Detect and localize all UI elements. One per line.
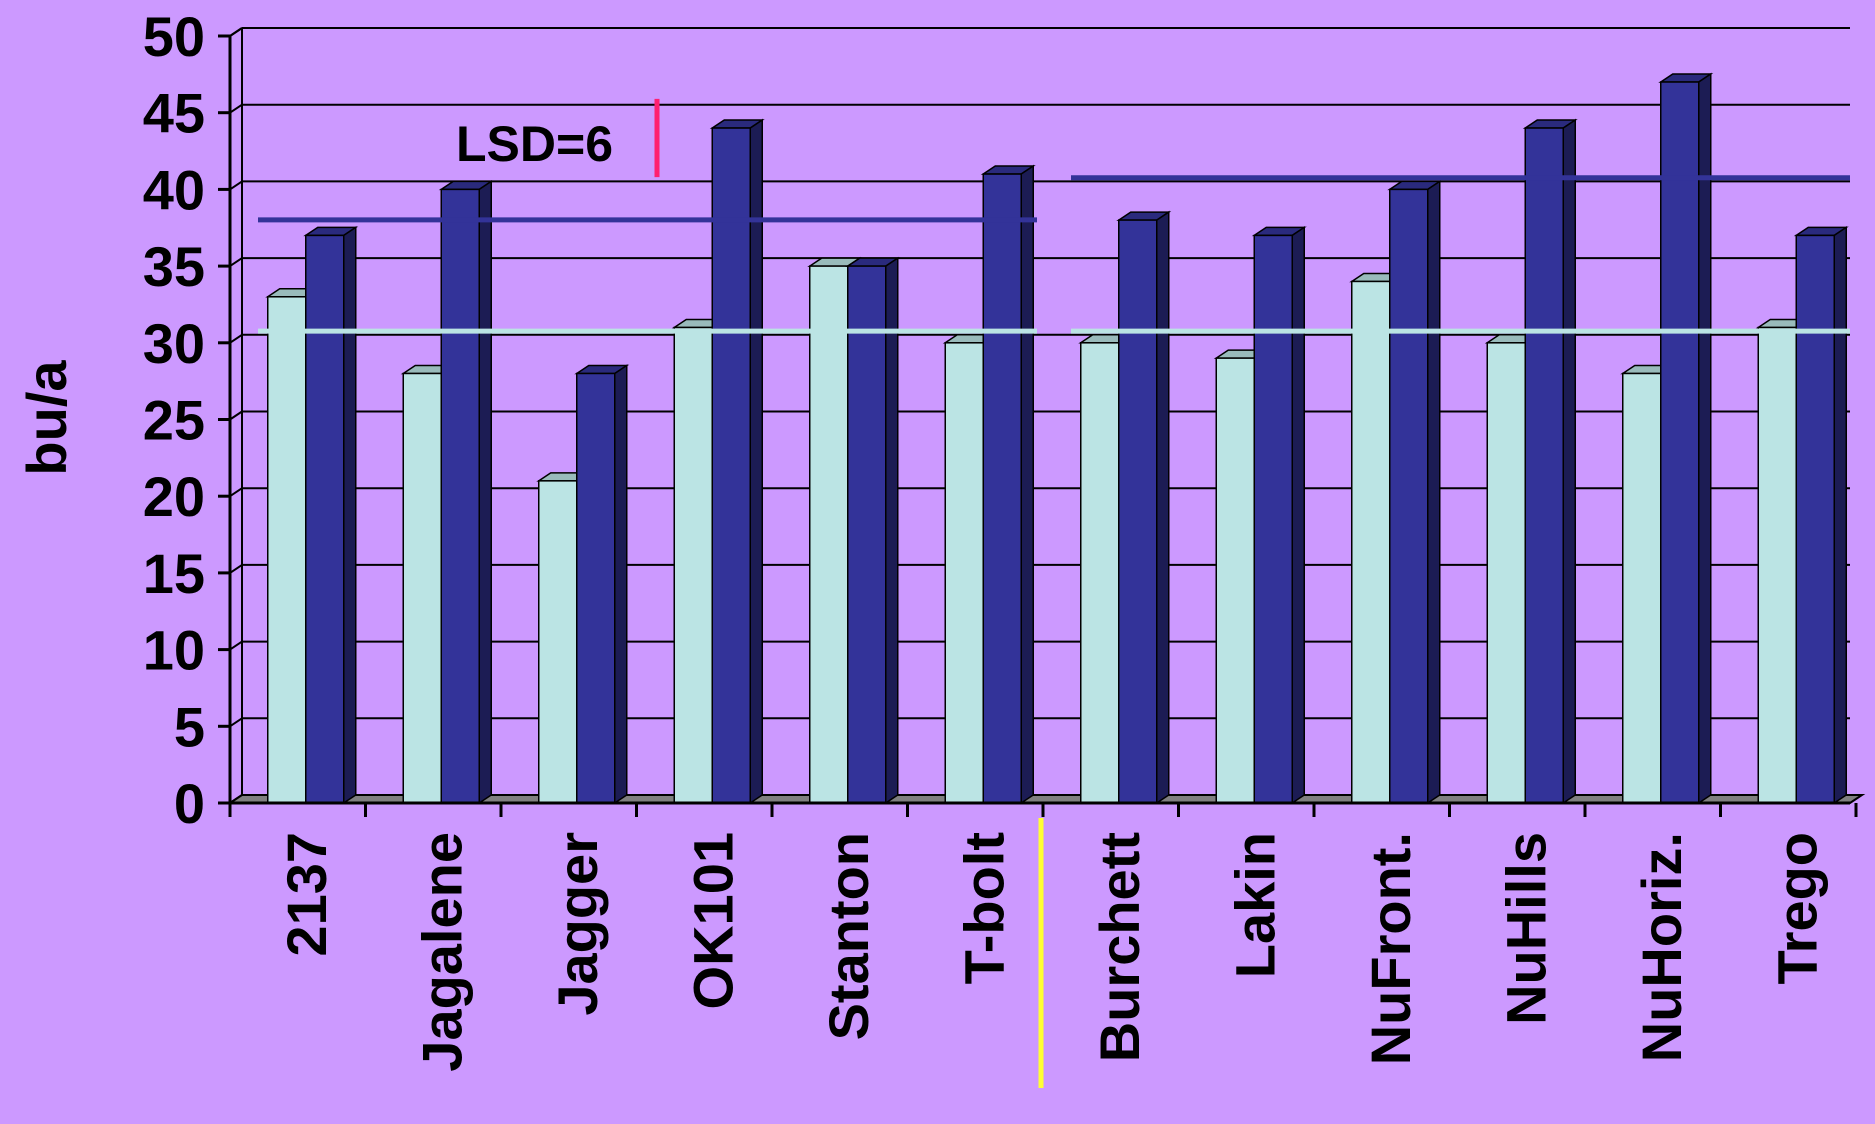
bar-face [673, 326, 713, 804]
gridline-diag [229, 27, 243, 37]
bar-side [1698, 72, 1712, 805]
category-label: T-bolt [952, 832, 1015, 984]
bar [438, 179, 494, 805]
bar [303, 226, 359, 805]
bar-face [538, 480, 578, 804]
bar-face [267, 296, 307, 804]
bar [1522, 118, 1578, 805]
axes [218, 34, 1858, 1088]
bars [265, 72, 1849, 805]
gridline-diag [229, 410, 243, 421]
bar-side [1562, 118, 1576, 805]
bar-face [402, 372, 442, 804]
y-tick-label: 45 [143, 82, 205, 145]
y-tick-label: 10 [143, 619, 205, 682]
bar [1658, 72, 1714, 805]
y-tick-label: 5 [174, 695, 205, 758]
gridline-diag [229, 640, 243, 651]
category-label: Jagalene [410, 832, 473, 1072]
gridline-diag [229, 487, 243, 498]
category-label: Lakin [1223, 832, 1286, 978]
category-label: NuHoriz. [1630, 832, 1693, 1062]
bar-side [885, 256, 899, 805]
bar [1793, 226, 1849, 805]
gridline-diag [229, 180, 243, 191]
bar-face [576, 372, 616, 804]
bar-side [1291, 226, 1305, 805]
y-tick-label: 50 [143, 5, 205, 68]
mean-lines [258, 175, 1850, 334]
bar-face [847, 265, 887, 804]
y-tick-label: 0 [174, 772, 205, 835]
bar [1116, 210, 1172, 805]
bar-face [1660, 81, 1700, 804]
bar [709, 118, 765, 805]
bar-side [1020, 164, 1034, 805]
category-label: NuHills [1494, 832, 1557, 1025]
category-label: Burchett [1088, 832, 1151, 1062]
bar-face [711, 127, 751, 804]
bar [574, 364, 630, 805]
bar-face [1524, 127, 1564, 804]
gridline-diag [229, 717, 243, 728]
bar-face [1253, 234, 1293, 804]
bar-side [749, 118, 763, 805]
bar-face [1215, 357, 1255, 804]
gridline-diag [229, 564, 243, 574]
category-label: NuFront. [1359, 832, 1422, 1065]
bar-side [343, 226, 357, 805]
bar-side [1156, 210, 1170, 805]
bar [1387, 179, 1443, 805]
bar-side [478, 179, 492, 805]
bar-face [1389, 188, 1429, 804]
bar-face [1486, 342, 1526, 804]
y-tick-label: 25 [143, 389, 205, 452]
y-tick-label: 30 [143, 312, 205, 375]
bar-face [305, 234, 345, 804]
y-tick-label: 15 [143, 542, 205, 605]
bar-face [1118, 219, 1158, 804]
gridline-diag [229, 257, 243, 267]
category-label: Stanton [817, 832, 880, 1040]
category-label: Trego [1765, 832, 1828, 984]
bar-face [944, 342, 984, 804]
bar [1251, 226, 1307, 805]
bar-face [809, 265, 849, 804]
gridlines [229, 27, 1850, 804]
y-tick-label: 35 [143, 235, 205, 298]
bar-face [1080, 342, 1120, 804]
bar-side [1427, 179, 1441, 805]
y-tick-label: 20 [143, 465, 205, 528]
bar [980, 164, 1036, 805]
lsd-annotation: LSD=6 [456, 98, 660, 178]
bar-face [1757, 326, 1797, 804]
bar-face [1795, 234, 1835, 804]
y-tick-label: 40 [143, 158, 205, 221]
gridline-diag [229, 333, 243, 344]
bar-face [982, 173, 1022, 804]
lsd-label: LSD=6 [456, 116, 613, 172]
bar-side [1833, 226, 1847, 805]
y-axis-label: bu/a [15, 360, 78, 476]
bar-face [1351, 280, 1391, 804]
category-label: OK101 [681, 832, 744, 1009]
axis-labels: 0 5 10 15 20 25 30 35 40 45 50 2137 Jagalene Jagger OK… [143, 5, 1829, 1072]
gridline-diag [229, 103, 243, 114]
bar-face [1622, 372, 1662, 804]
bar-face [440, 188, 480, 804]
bar-side [614, 364, 628, 805]
bar [845, 256, 901, 805]
category-label: 2137 [275, 832, 338, 957]
category-label: Jagger [546, 832, 609, 1016]
